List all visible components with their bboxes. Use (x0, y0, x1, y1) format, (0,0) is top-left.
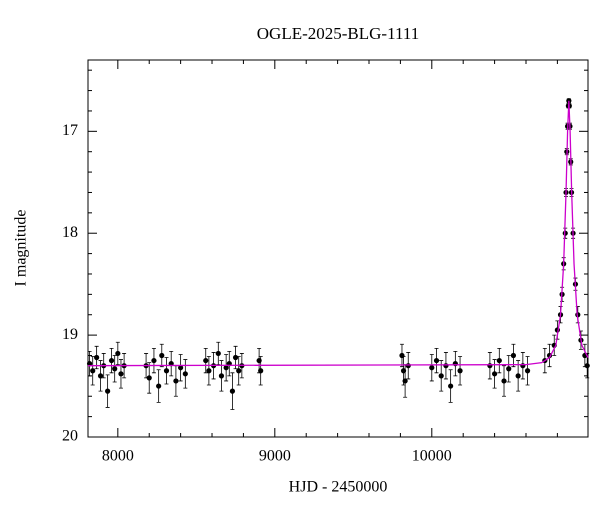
data-point (232, 354, 239, 361)
chart-title: OGLE-2025-BLG-1111 (257, 24, 419, 43)
x-tick-label: 9000 (259, 448, 291, 465)
data-point (90, 368, 96, 374)
data-point (118, 371, 124, 377)
data-point (501, 378, 507, 384)
data-point (448, 383, 454, 389)
data-point (524, 368, 531, 374)
data-point (203, 357, 209, 364)
x-axis-label: HJD - 2450000 (289, 479, 388, 496)
x-tick-label: 8000 (102, 448, 134, 465)
data-point (218, 373, 225, 379)
data-point (108, 357, 115, 364)
data-point (112, 366, 118, 372)
data-point (236, 368, 242, 374)
data-point (173, 378, 179, 384)
data-point (94, 354, 100, 361)
data-point (97, 373, 104, 379)
data-point (520, 363, 526, 369)
data-point (163, 368, 170, 374)
data-point (506, 366, 512, 372)
data-point (457, 368, 463, 374)
data-point (487, 363, 493, 369)
data-point (115, 350, 121, 357)
data-point (433, 357, 440, 364)
data-point (105, 388, 111, 394)
data-point (510, 352, 517, 359)
y-tick-label: 18 (62, 224, 78, 241)
data-point (151, 357, 157, 364)
y-tick-label: 19 (62, 326, 78, 343)
plot-frame (87, 59, 589, 438)
data-point (156, 383, 162, 389)
model-curve (87, 100, 589, 367)
data-point (159, 352, 165, 359)
data-point (443, 363, 449, 369)
x-tick-label: 10000 (412, 448, 452, 465)
data-point (515, 373, 521, 379)
data-point (429, 365, 435, 371)
data-point (178, 365, 184, 371)
data-point (215, 350, 221, 357)
y-axis-label: I magnitude (13, 210, 30, 287)
data-point (206, 368, 212, 374)
data-point (258, 368, 264, 374)
data-point (229, 388, 236, 394)
data-point (405, 363, 411, 369)
data-point (496, 357, 502, 364)
data-point (86, 361, 93, 367)
data-point (182, 371, 188, 377)
y-tick-label: 17 (62, 122, 78, 139)
data-point (402, 378, 408, 384)
data-point (584, 363, 590, 369)
data-point (223, 365, 229, 371)
data-point (491, 371, 498, 377)
data-point (146, 375, 152, 381)
data-point (438, 373, 444, 379)
y-tick-label: 20 (62, 428, 78, 445)
